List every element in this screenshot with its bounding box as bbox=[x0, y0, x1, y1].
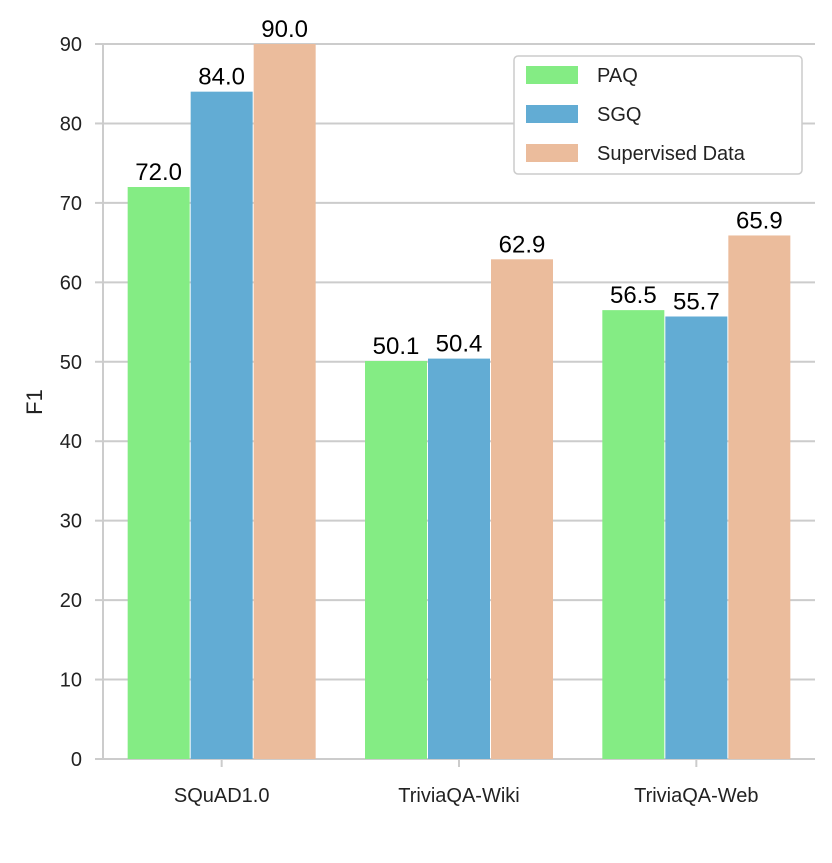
bar-value-label: 84.0 bbox=[198, 64, 245, 91]
y-tick-label: 10 bbox=[60, 670, 82, 692]
legend-swatch bbox=[526, 66, 578, 84]
bar-sgq bbox=[665, 316, 728, 759]
legend-label: SGQ bbox=[597, 104, 641, 126]
y-tick-label: 80 bbox=[60, 113, 82, 135]
bar-value-label: 56.5 bbox=[610, 282, 657, 309]
legend-swatch bbox=[526, 144, 578, 162]
legend-swatch bbox=[526, 105, 578, 123]
x-tick-labels: SQuAD1.0 TriviaQA-Wiki TriviaQA-Web bbox=[174, 759, 759, 807]
x-tick-label: TriviaQA-Web bbox=[634, 785, 758, 807]
legend: PAQ SGQ Supervised Data bbox=[513, 55, 803, 175]
y-tick-label: 0 bbox=[71, 749, 82, 771]
bar-value-labels: 72.0 84.0 90.0 50.1 50.4 62.9 56.5 55.7 65.9 bbox=[135, 16, 782, 360]
x-tick-label: SQuAD1.0 bbox=[174, 785, 270, 807]
bar-supervised-data bbox=[253, 44, 316, 759]
bar-value-label: 50.1 bbox=[373, 333, 420, 360]
y-tick-label: 60 bbox=[60, 272, 82, 294]
bar-paq bbox=[602, 310, 665, 759]
bar-paq bbox=[365, 360, 427, 759]
legend-label: PAQ bbox=[597, 65, 638, 87]
bar-value-label: 65.9 bbox=[736, 207, 783, 234]
bar-supervised-data bbox=[728, 235, 791, 759]
bar-value-label: 72.0 bbox=[135, 159, 182, 186]
bar-supervised-data bbox=[491, 259, 553, 759]
bar-value-label: 62.9 bbox=[499, 231, 546, 258]
bar-sgq bbox=[428, 358, 490, 759]
bar-value-label: 50.4 bbox=[436, 331, 483, 358]
bar-sgq bbox=[190, 91, 253, 759]
bar-paq bbox=[127, 187, 190, 759]
y-axis-title: F1 bbox=[22, 389, 47, 415]
x-tick-label: TriviaQA-Wiki bbox=[398, 785, 519, 807]
y-tick-label: 40 bbox=[60, 431, 82, 453]
bars bbox=[127, 44, 791, 759]
legend-box bbox=[513, 55, 803, 175]
y-tick-labels: 0 10 20 30 40 50 60 70 80 90 bbox=[60, 34, 82, 771]
bar-value-label: 90.0 bbox=[261, 16, 308, 43]
y-tick-label: 70 bbox=[60, 193, 82, 215]
bar-value-label: 55.7 bbox=[673, 288, 720, 315]
y-tick-label: 90 bbox=[60, 34, 82, 56]
y-tick-label: 20 bbox=[60, 590, 82, 612]
y-tick-label: 50 bbox=[60, 352, 82, 374]
legend-label: Supervised Data bbox=[597, 143, 746, 165]
y-tick-label: 30 bbox=[60, 511, 82, 533]
